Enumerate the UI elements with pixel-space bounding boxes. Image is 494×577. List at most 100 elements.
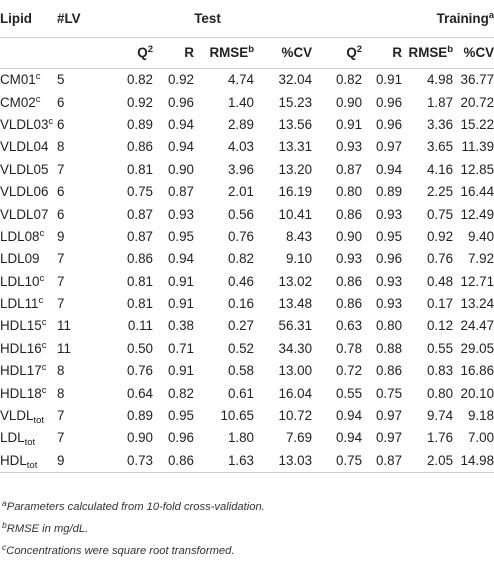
test-rmse-cell: 0.46 [227, 273, 254, 289]
train-r-cell: 0.91 [375, 72, 403, 88]
train-rmse-cell: 0.83 [426, 363, 454, 379]
table-row: LDL10c 7 0.81 0.91 0.46 13.02 0.86 0.93 0.48 12.7… [0, 270, 494, 292]
lv-cell: 8 [57, 385, 65, 401]
test-r-cell: 0.95 [167, 228, 194, 244]
table-row: VLDL05 7 0.81 0.90 3.96 13.20 0.87 0.94 4.16 12.8… [0, 158, 494, 180]
test-rmse-cell: 0.52 [227, 340, 254, 356]
train-q2-cell: 0.63 [335, 318, 363, 334]
test-rmse-cell: 0.61 [227, 385, 254, 401]
lipid-name-cell: VLDL03c [0, 115, 54, 132]
test-r-cell: 0.87 [167, 184, 194, 200]
train-q2-cell: 0.87 [335, 161, 363, 177]
test-r-cell: 0.94 [167, 251, 194, 267]
lv-cell: 5 [57, 72, 65, 88]
train-cv-cell: 11.39 [461, 139, 494, 155]
train-cv-cell: 9.40 [467, 228, 494, 244]
test-cv-cell: 16.04 [278, 385, 313, 401]
header-training-footnote-mark: a [488, 10, 494, 21]
train-cv-cell: 14.98 [453, 449, 494, 473]
lipid-name-cell: VLDL07 [0, 206, 49, 222]
test-q2-cell: 0.75 [126, 184, 153, 200]
train-rmse-cell: 0.48 [426, 273, 454, 289]
header-test-rmse: RMSEb [194, 37, 254, 69]
header-row-groups: Lipid #LV Test Traininga [0, 4, 494, 38]
header-training-group: Traininga [312, 4, 494, 38]
test-cv-cell: 34.30 [278, 340, 313, 356]
test-q2-cell: 0.81 [126, 161, 153, 177]
table-row: HDL16c 11 0.50 0.71 0.52 34.30 0.78 0.88 0.55 29.… [0, 337, 494, 359]
test-q2-cell: 0.89 [126, 408, 153, 424]
test-q2-cell: 0.81 [126, 273, 153, 289]
header-train-r: R [362, 37, 403, 69]
lipid-name-cell: HDL18c [0, 384, 47, 401]
lv-cell: 6 [57, 94, 65, 110]
lv-cell: 9 [57, 228, 65, 244]
test-r-cell: 0.91 [167, 363, 194, 379]
train-cv-cell: 20.72 [460, 94, 494, 110]
train-cv-cell: 12.71 [460, 273, 494, 289]
lipid-name-cell: VLDL05 [0, 161, 49, 177]
train-rmse-cell: 1.87 [426, 94, 454, 110]
train-rmse-cell: 2.25 [426, 184, 454, 200]
train-rmse-cell: 0.17 [426, 296, 454, 312]
lipid-name-cell: VLDL06 [0, 184, 49, 200]
train-q2-cell: 0.90 [335, 94, 363, 110]
train-r-cell: 0.86 [375, 363, 403, 379]
train-q2-cell: 0.93 [335, 251, 363, 267]
train-cv-cell: 16.86 [460, 363, 494, 379]
train-cv-cell: 12.49 [460, 206, 494, 222]
table-body: CM01c 5 0.82 0.92 4.74 32.04 0.82 0.91 4.98 36.77… [0, 68, 494, 473]
test-q2-cell: 0.76 [126, 363, 153, 379]
test-rmse-cell: 2.89 [227, 116, 254, 132]
train-rmse-cell: 0.92 [426, 228, 454, 244]
train-cv-cell: 7.00 [467, 430, 494, 446]
test-cv-cell: 10.41 [278, 206, 313, 222]
train-q2-cell: 0.86 [335, 206, 363, 222]
table-row: LDLtot 7 0.90 0.96 1.80 7.69 0.94 0.97 1.76 7.00 [0, 427, 494, 449]
header-lv: #LV [55, 4, 103, 38]
test-r-cell: 0.71 [167, 340, 194, 356]
train-r-cell: 0.97 [375, 408, 403, 424]
test-q2-cell: 0.86 [126, 139, 153, 155]
lipid-name-cell: HDL16c [0, 339, 47, 356]
test-rmse-cell: 0.27 [227, 318, 254, 334]
test-r-cell: 0.38 [167, 318, 194, 334]
train-cv-cell: 15.22 [460, 116, 494, 132]
header-test-group: Test [103, 4, 313, 38]
lv-cell: 6 [57, 206, 65, 222]
header-lipid: Lipid [0, 4, 55, 38]
train-r-cell: 0.89 [375, 184, 403, 200]
train-cv-cell: 24.47 [460, 318, 494, 334]
header-row-columns: Q2 R RMSEb %CV Q2 R RMSEb %CV [0, 37, 494, 69]
test-cv-cell: 13.48 [278, 296, 313, 312]
header-test-cv: %CV [254, 37, 313, 69]
train-r-cell: 0.87 [362, 449, 403, 473]
test-r-cell: 0.90 [167, 161, 194, 177]
lipid-name-cell: HDL15c [0, 317, 47, 334]
lipid-name-cell: LDL10c [0, 272, 45, 289]
train-rmse-cell: 0.80 [426, 385, 454, 401]
train-rmse-cell: 4.98 [426, 72, 454, 88]
test-r-cell: 0.93 [167, 206, 194, 222]
test-r-cell: 0.95 [167, 408, 194, 424]
lv-cell: 7 [57, 251, 65, 267]
test-q2-cell: 0.50 [126, 340, 153, 356]
train-r-cell: 0.94 [375, 161, 403, 177]
test-r-cell: 0.96 [167, 94, 194, 110]
lipid-name-cell: VLDL04 [0, 139, 49, 155]
train-r-cell: 0.80 [375, 318, 403, 334]
test-r-cell: 0.96 [167, 430, 194, 446]
table-row: VLDL06 6 0.75 0.87 2.01 16.19 0.80 0.89 2.25 16.4… [0, 180, 494, 202]
table-row: LDL09 7 0.86 0.94 0.82 9.10 0.93 0.96 0.76 7.92 [0, 248, 494, 270]
test-r-cell: 0.91 [167, 273, 194, 289]
table-row: VLDL07 6 0.87 0.93 0.56 10.41 0.86 0.93 0.75 12.4… [0, 203, 494, 225]
train-rmse-cell: 3.36 [426, 116, 454, 132]
train-q2-cell: 0.93 [335, 139, 363, 155]
train-rmse-cell: 0.76 [426, 251, 454, 267]
lv-cell: 7 [57, 408, 65, 424]
test-q2-cell: 0.89 [126, 116, 153, 132]
lv-cell: 9 [55, 449, 103, 473]
test-rmse-cell: 1.80 [227, 430, 254, 446]
header-blank-1 [0, 37, 55, 69]
